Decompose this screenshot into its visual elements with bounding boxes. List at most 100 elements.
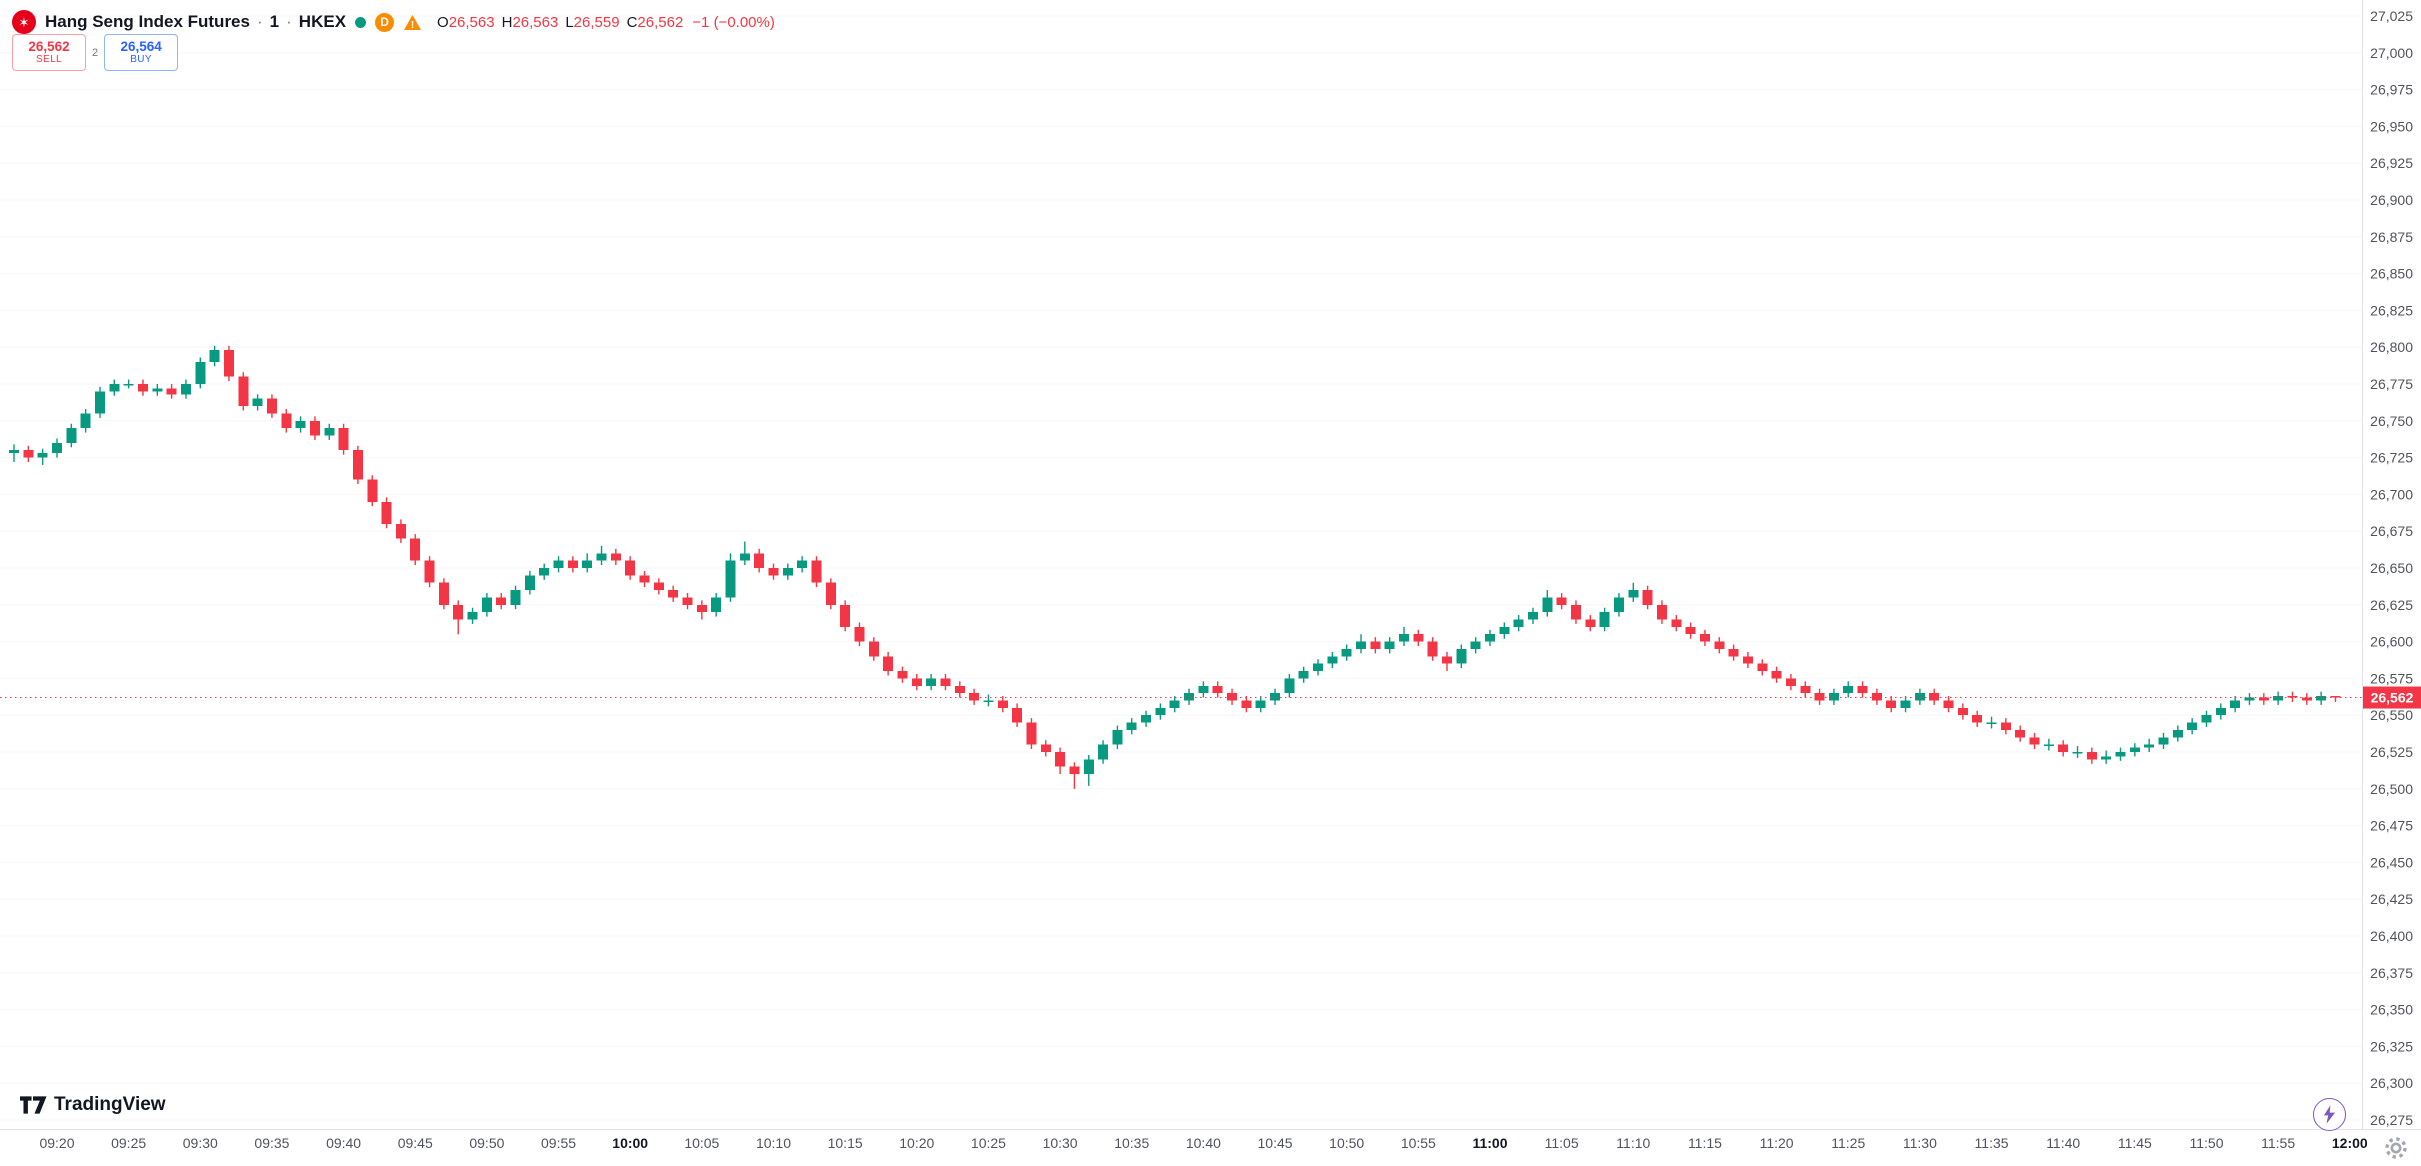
candle [1699,629,1710,647]
candle-body [1442,656,1452,664]
candle-body [2287,696,2298,698]
candle [1685,622,1696,639]
time-tick-label: 09:20 [39,1135,74,1151]
price-tick-label: 26,725 [2370,450,2413,466]
candle-body [2129,747,2140,752]
delayed-data-badge[interactable]: D [375,12,395,32]
alert-warning-icon[interactable]: ! [403,14,422,31]
price-tick-label: 26,650 [2370,560,2413,576]
candle [553,556,564,573]
candle-body [1671,619,1682,627]
candle-body [1685,626,1696,635]
candle-body [940,678,951,686]
candle-body [567,560,578,568]
price-tick-label: 26,850 [2370,266,2413,282]
trade-panel: 26,562 SELL 2 26,564 BUY [12,34,179,71]
candle [2115,747,2126,761]
candle-body [1642,590,1653,605]
lightning-button[interactable] [2313,1098,2346,1131]
candle-body [1026,722,1037,745]
market-status-icon[interactable] [355,16,367,28]
interval-label[interactable]: 1 [269,12,280,31]
time-tick-label: 12:00 [2332,1135,2368,1151]
symbol-title[interactable]: Hang Seng Index Futures · 1 · HKEX [45,12,346,32]
candle-body [1585,619,1596,627]
candle-body [1112,729,1123,745]
exchange-label[interactable]: HKEX [298,12,347,31]
candle-body [2072,752,2083,754]
candle-body [582,560,593,568]
time-tick-label: 10:25 [971,1135,1006,1151]
candle-body [438,582,449,605]
high-label: H [501,13,513,31]
candle [1542,590,1553,617]
candle-body [1184,693,1195,701]
candle-body [324,428,335,436]
candle-body [1198,685,1209,694]
sell-price: 26,562 [28,39,70,54]
candle-body [2000,722,2011,730]
buy-button[interactable]: 26,564 BUY [104,34,179,71]
candle-body [539,568,550,576]
candle [1284,673,1295,698]
candle [395,519,406,543]
candle [281,409,292,433]
candle-body [1527,612,1538,620]
candle-body [1141,715,1152,723]
candle [539,563,550,580]
candle [1728,644,1739,661]
time-tick-label: 10:40 [1186,1135,1221,1151]
candle [1112,725,1123,750]
candle [1800,681,1811,698]
time-tick-label: 11:40 [2046,1135,2080,1151]
candle-body [754,553,765,568]
high-value: 26,563 [512,13,559,31]
candle [1914,688,1925,705]
candle [1771,666,1782,683]
price-tick-label: 26,625 [2370,597,2413,613]
candle [1341,644,1352,661]
candle-body [897,671,908,679]
candle [1843,681,1854,698]
symbol-name[interactable]: Hang Seng Index Futures [45,12,250,31]
candle-body [1914,693,1925,701]
time-tick-label: 11:45 [2118,1135,2152,1151]
candle-body [2058,744,2069,752]
time-tick-label: 11:55 [2261,1135,2295,1151]
time-tick-label: 09:40 [326,1135,361,1151]
candle-body [1413,634,1424,642]
time-tick-label: 11:05 [1545,1135,1579,1151]
time-tick-label: 10:45 [1258,1135,1293,1151]
candle [2215,703,2226,720]
candle-body [2158,737,2169,745]
price-tick-label: 26,425 [2370,891,2413,907]
candle [496,593,507,610]
candle [51,438,62,458]
candle-body [309,420,320,436]
candle [238,372,249,411]
candle-body [1771,671,1782,679]
candle [1427,637,1438,661]
sell-button[interactable]: 26,562 SELL [12,34,86,71]
price-tick-label: 26,925 [2370,155,2413,171]
candle-body [524,575,535,591]
tradingview-watermark[interactable]: TradingView [20,1094,166,1116]
candle [1714,637,1725,654]
candle [1656,600,1667,624]
buy-price: 26,564 [120,39,162,54]
candle-body [1384,641,1395,649]
candle-body [1656,604,1667,620]
timezone-settings-button[interactable] [2383,1135,2409,1161]
candle-body [2172,729,2183,738]
candle [883,651,894,676]
price-tick-label: 26,800 [2370,339,2413,355]
gear-icon [2385,1137,2407,1159]
low-value: 26,559 [573,13,620,31]
candle [1785,673,1796,691]
time-tick-label: 11:20 [1760,1135,1794,1151]
candle-body [725,560,736,598]
time-tick-label: 11:00 [1472,1135,1507,1151]
instrument-logo-icon[interactable] [12,10,36,34]
candle [725,553,736,602]
